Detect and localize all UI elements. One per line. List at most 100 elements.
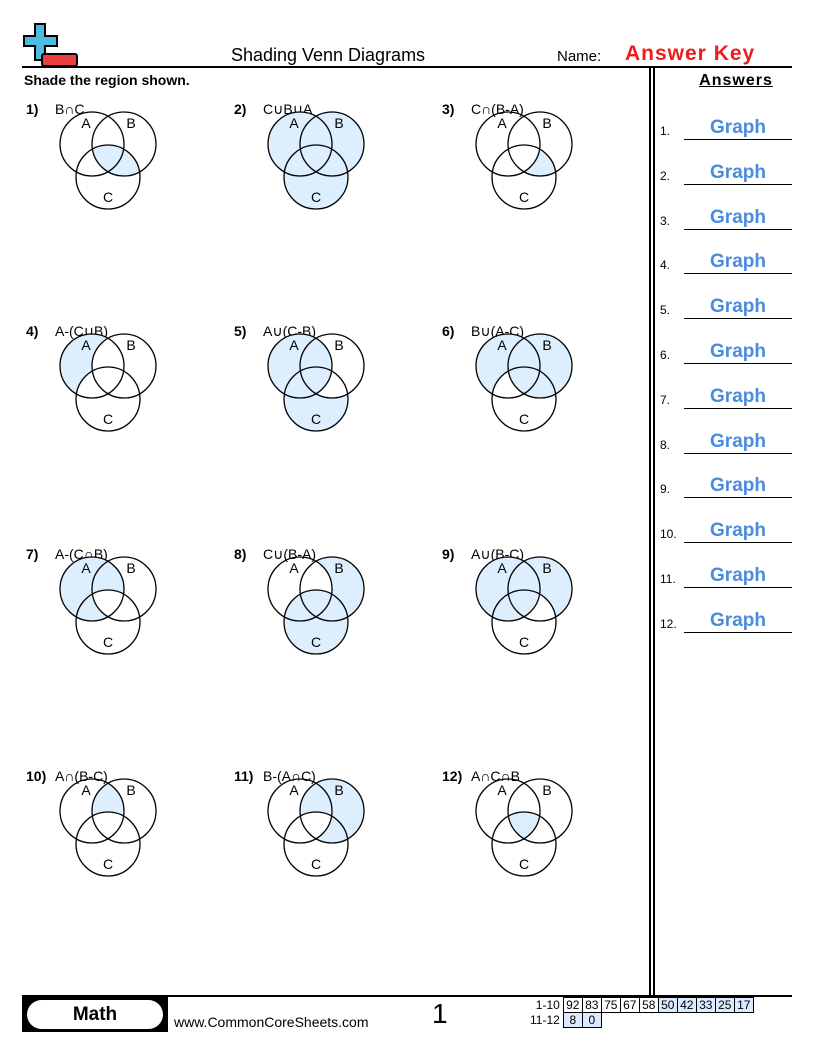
circle-a bbox=[267, 555, 333, 622]
problem-number: 5) bbox=[234, 323, 247, 340]
answer-value: Graph bbox=[710, 565, 766, 586]
label-b: B bbox=[126, 560, 135, 576]
circle-a bbox=[267, 778, 333, 844]
label-b: B bbox=[126, 782, 135, 798]
answer-value: Graph bbox=[710, 341, 766, 362]
label-a: A bbox=[81, 115, 91, 131]
circle-a bbox=[475, 333, 541, 399]
circle-a bbox=[267, 111, 333, 177]
venn-diagram: A B C bbox=[468, 772, 580, 881]
answer-line bbox=[684, 631, 792, 633]
answer-line bbox=[684, 497, 792, 499]
circle-b bbox=[299, 111, 365, 177]
venn-diagram: A B C bbox=[260, 106, 372, 214]
problem-11: 11)B-(A∩C)ABC bbox=[234, 768, 434, 898]
answer-row: 7. Graph bbox=[660, 379, 792, 409]
label-c: C bbox=[519, 634, 529, 650]
circle-c bbox=[491, 811, 557, 877]
answer-value: Graph bbox=[710, 430, 766, 452]
label-c: C bbox=[311, 856, 321, 872]
circle-b bbox=[299, 778, 365, 844]
circle-c bbox=[75, 588, 141, 655]
answer-row: 11. Graph bbox=[660, 558, 792, 588]
answer-number: 2. bbox=[660, 168, 671, 183]
answer-row: 8. Graph bbox=[660, 424, 792, 454]
problem-4: 4)A-(C∪B)ABC bbox=[26, 323, 226, 453]
score-cell: 17 bbox=[733, 997, 754, 1013]
label-b: B bbox=[334, 115, 343, 131]
label-c: C bbox=[103, 189, 113, 205]
problem-6: 6)B∪(A-C)ABC bbox=[442, 323, 642, 453]
circle-c bbox=[75, 811, 141, 877]
score-cell: 42 bbox=[676, 997, 697, 1013]
circle-b bbox=[507, 555, 573, 622]
circle-c bbox=[283, 144, 349, 210]
label-b: B bbox=[542, 560, 551, 576]
label-b: B bbox=[542, 782, 551, 798]
shaded-region-ac bbox=[52, 550, 164, 659]
circle-a bbox=[475, 778, 541, 844]
problem-number: 12) bbox=[442, 767, 463, 784]
circle-b bbox=[91, 778, 157, 844]
label-b: B bbox=[542, 337, 551, 353]
label-a: A bbox=[289, 782, 299, 798]
answer-row: 5. Graph bbox=[660, 289, 792, 320]
answer-line bbox=[684, 228, 792, 230]
answer-value: Graph bbox=[710, 117, 766, 138]
problem-number: 11) bbox=[234, 767, 254, 784]
problem-9: 9)A∪(B-C)ABC bbox=[442, 546, 642, 676]
score-row-label: 11-12 bbox=[530, 1013, 560, 1027]
score-cell: 75 bbox=[600, 997, 621, 1013]
shaded-region-bc bbox=[468, 106, 580, 214]
header-divider bbox=[22, 66, 792, 68]
score-row: 11-12 8 0 bbox=[528, 1012, 753, 1028]
score-cell: 67 bbox=[619, 997, 640, 1013]
label-c: C bbox=[519, 189, 529, 205]
circle-c bbox=[75, 366, 141, 432]
answer-number: 9. bbox=[660, 482, 671, 497]
label-c: C bbox=[519, 411, 529, 427]
circle-b bbox=[507, 333, 573, 399]
venn-diagram: A B C bbox=[52, 772, 164, 881]
circle-a bbox=[267, 333, 333, 399]
answers-heading: Answers bbox=[699, 72, 773, 89]
score-cell: 83 bbox=[581, 997, 602, 1013]
shaded-region-abc bbox=[468, 772, 580, 881]
problem-7: 7)A-(C∩B)ABC bbox=[26, 546, 226, 676]
answer-number: 5. bbox=[660, 303, 671, 318]
circle-b bbox=[299, 555, 365, 622]
answer-value: Graph bbox=[710, 520, 766, 542]
answer-row: 3. Graph bbox=[660, 200, 792, 230]
answer-line bbox=[684, 363, 792, 364]
score-cell: 25 bbox=[714, 997, 735, 1013]
answer-line bbox=[684, 452, 792, 454]
label-c: C bbox=[103, 856, 113, 872]
venn-diagram: A B C bbox=[468, 550, 580, 659]
answer-number: 3. bbox=[660, 213, 671, 228]
venn-diagram: A B C bbox=[468, 328, 580, 437]
problem-number: 3) bbox=[442, 101, 455, 117]
column-divider bbox=[653, 68, 655, 996]
score-row: 1-10 92 83 75 67 58 50 42 33 25 17 bbox=[528, 997, 754, 1013]
shaded-region-ab bbox=[52, 772, 164, 881]
column-divider bbox=[649, 68, 651, 996]
problem-1: 1)B∩CABC bbox=[26, 101, 226, 231]
answer-number: 6. bbox=[660, 348, 671, 362]
shaded-region-b bbox=[468, 550, 580, 659]
answer-row: 10. Graph bbox=[660, 513, 792, 544]
shaded-region-bc bbox=[260, 772, 372, 881]
problem-8: 8)C∪(B-A)ABC bbox=[234, 546, 434, 676]
label-c: C bbox=[311, 411, 321, 427]
shaded-region-c bbox=[260, 328, 372, 437]
shaded-region-a bbox=[52, 328, 164, 437]
answer-value: Graph bbox=[710, 161, 766, 183]
problem-number: 7) bbox=[26, 545, 39, 562]
answer-value: Graph bbox=[710, 609, 766, 631]
score-table: 1-10 92 83 75 67 58 50 42 33 25 17 11-12 8 0 bbox=[528, 997, 754, 1028]
answer-row: 4. Graph bbox=[660, 244, 792, 275]
score-cell: 58 bbox=[638, 997, 659, 1013]
venn-diagram: A B C bbox=[52, 328, 164, 437]
score-cell: 50 bbox=[657, 997, 678, 1013]
answer-row: 2. Graph bbox=[660, 155, 792, 185]
